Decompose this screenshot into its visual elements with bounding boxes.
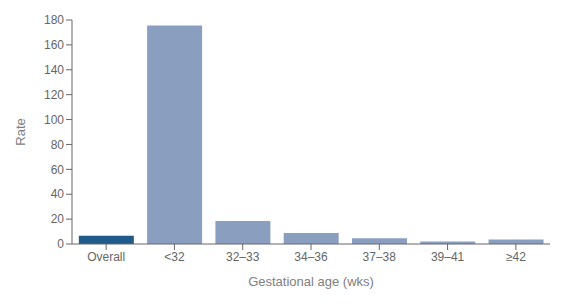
svg-text:180: 180 [44, 13, 64, 27]
svg-text:20: 20 [51, 212, 65, 226]
svg-text:0: 0 [57, 237, 64, 251]
svg-text:≥42: ≥42 [506, 250, 526, 264]
svg-text:Gestational age (wks): Gestational age (wks) [248, 274, 374, 289]
svg-text:160: 160 [44, 38, 64, 52]
svg-text:40: 40 [51, 187, 65, 201]
svg-text:100: 100 [44, 113, 64, 127]
svg-text:37–38: 37–38 [363, 250, 397, 264]
svg-text:60: 60 [51, 163, 65, 177]
svg-text:Overall: Overall [87, 250, 125, 264]
svg-text:34–36: 34–36 [294, 250, 328, 264]
svg-text:39–41: 39–41 [431, 250, 465, 264]
svg-text:<32: <32 [164, 250, 185, 264]
svg-text:Rate: Rate [13, 118, 28, 145]
svg-text:120: 120 [44, 88, 64, 102]
svg-text:140: 140 [44, 63, 64, 77]
svg-text:80: 80 [51, 138, 65, 152]
svg-text:32–33: 32–33 [226, 250, 260, 264]
